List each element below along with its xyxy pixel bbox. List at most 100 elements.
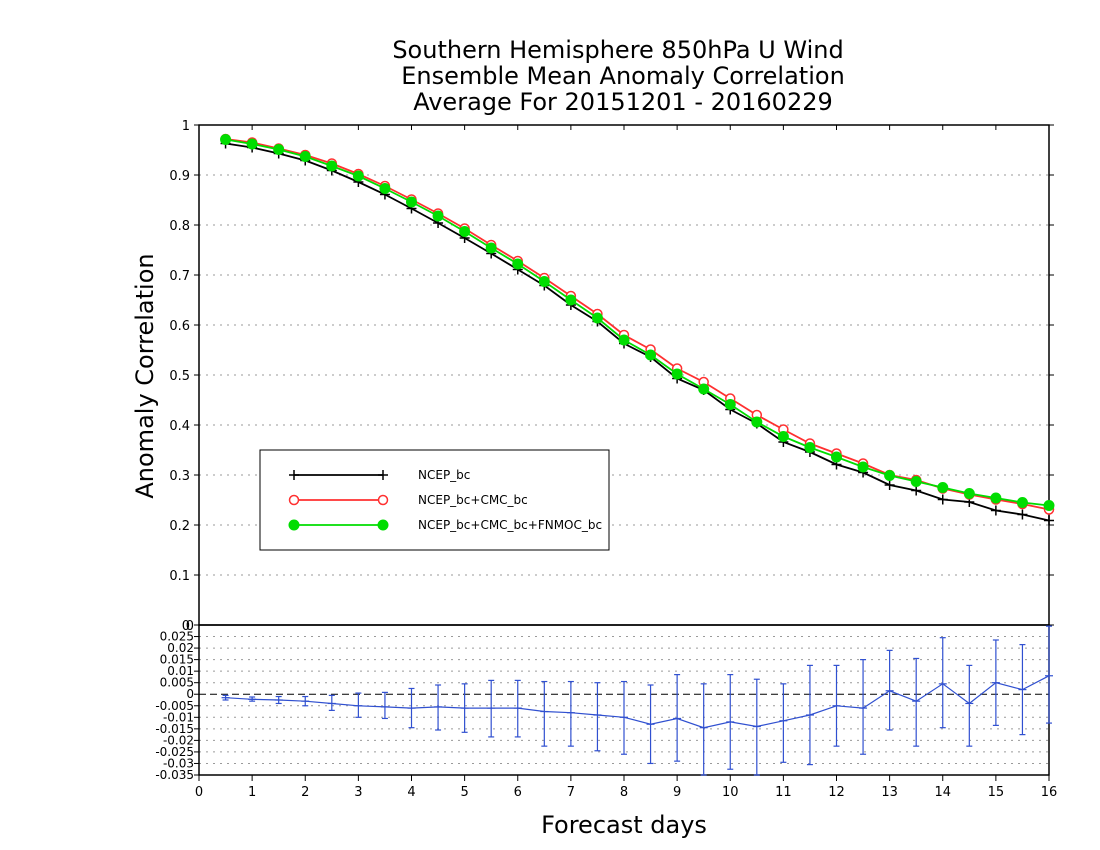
legend-marker-right [378,470,388,480]
chart-title-line-3: Average For 20151201 - 20160229 [413,88,833,116]
legend-marker-left [288,519,300,531]
legend-item-3: NCEP_bc+CMC_bc+FNMOC_bc [288,518,602,532]
legend-marker-left [289,470,299,480]
data-point [911,485,922,496]
x-tick-label: 1 [248,785,256,800]
data-point [990,505,1001,516]
data-point [857,461,869,473]
main-y-tick-label: 0.3 [169,469,190,484]
difference-y-tick-label: -0.025 [155,745,194,759]
error-bar [913,657,920,747]
data-point [565,294,577,306]
difference-y-tick-label: -0.01 [163,710,194,724]
chart-title-line-2: Ensemble Mean Anomaly Correlation [401,62,845,90]
chart-legend: NCEP_bc NCEP_bc+CMC_bc NCEP_bc+CMC_bc+FNMO… [259,449,610,551]
x-axis-label: Forecast days [541,811,707,839]
difference-y-tick-label: -0.005 [155,699,194,713]
data-point [777,431,789,442]
x-tick-label: 3 [354,785,362,800]
legend-label: NCEP_bc+CMC_bc [418,493,528,507]
data-point [220,134,232,145]
difference-y-tick-label: 0.025 [160,630,194,644]
x-tick-label: 7 [567,785,575,800]
x-tick-label: 0 [195,785,203,800]
error-bar [1046,625,1052,724]
x-tick-label: 2 [301,785,309,800]
error-bar [567,680,574,747]
main-y-tick-label: 0.6 [169,319,190,334]
main-y-tick-label: 0.9 [169,169,190,184]
legend-marker-left [288,494,300,506]
difference-top-label: 0 [186,619,194,634]
main-y-axis: 0 0.1 0.2 0.3 0.4 0.5 0.6 0.7 0.8 0.9 1 [169,119,1054,634]
x-tick-label: 4 [407,785,415,800]
difference-plot-series [221,625,1053,776]
data-point [751,416,763,428]
error-bar [939,637,946,729]
data-point [591,312,603,324]
difference-y-tick-label: -0.02 [163,733,194,747]
data-point [352,170,364,182]
main-y-tick-label: 1 [182,119,190,134]
data-point [1044,515,1054,526]
legend-item-2: NCEP_bc+CMC_bc [288,493,528,507]
error-bar [780,683,787,763]
data-point [459,226,471,237]
x-tick-label: 15 [988,785,1005,800]
data-point [804,442,816,453]
difference-y-tick-label: 0.01 [167,664,194,678]
data-point [698,383,710,395]
x-tick-label: 10 [722,785,739,800]
data-point [379,183,391,194]
x-tick-label: 6 [514,785,522,800]
x-tick-label: 5 [460,785,468,800]
difference-y-tick-label: 0.005 [160,676,194,690]
data-point [273,144,285,155]
y-axis-label: Anomaly Correlation [131,253,159,498]
data-point [990,492,1002,504]
x-tick-label: 14 [934,785,951,800]
x-tick-label: 13 [881,785,898,800]
data-point [831,451,842,463]
data-point [1016,497,1028,508]
x-tick-label: 8 [620,785,628,800]
main-y-tick-label: 0.2 [169,519,190,534]
data-point [538,276,550,287]
data-point [1017,509,1028,520]
error-bar [700,683,707,776]
x-tick-label: 9 [673,785,681,800]
legend-marker-right [377,519,389,531]
difference-y-tick-label: -0.03 [163,756,194,770]
difference-plot-gridlines [199,636,1049,776]
data-point [937,494,948,505]
main-plot-series [220,133,1055,526]
data-point [326,160,338,172]
difference-line [225,675,1050,729]
data-point [618,334,630,346]
main-y-tick-label: 0.5 [169,369,190,384]
legend-label: NCEP_bc+CMC_bc+FNMOC_bc [418,518,602,532]
legend-marker-right [377,494,389,506]
x-tick-label: 11 [775,785,792,800]
difference-y-tick-label: 0.015 [160,653,194,667]
data-point [884,470,896,481]
main-y-tick-label: 0.7 [169,269,190,284]
data-point [724,399,736,410]
data-point [1043,500,1055,511]
legend-label: NCEP_bc [418,468,470,482]
x-axis: 0 1 2 3 4 5 6 7 8 9 10 11 12 13 14 15 16 [195,125,1057,800]
data-point [512,258,524,270]
chart-title-line-1: Southern Hemisphere 850hPa U Wind [392,36,843,64]
difference-y-tick-label: -0.015 [155,722,194,736]
x-tick-label: 12 [828,785,845,800]
data-point [671,368,683,380]
data-point [406,196,417,208]
series-line [225,142,1050,522]
data-point [432,210,444,222]
x-tick-label: 16 [1041,785,1058,800]
difference-y-tick-label: 0 [186,687,194,701]
data-point [485,242,497,254]
difference-y-tick-label: 0.02 [167,641,194,655]
main-y-tick-label: 0.8 [169,219,190,234]
